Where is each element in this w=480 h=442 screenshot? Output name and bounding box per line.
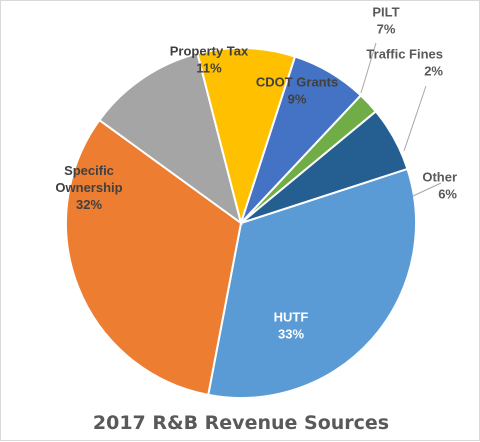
slice-label-traffic-fines: Traffic Fines 2% bbox=[366, 47, 443, 79]
leader-lines bbox=[360, 42, 442, 197]
slice-labels: HUTF 33% Specific Ownership 32% Property Tax 1… bbox=[55, 5, 457, 342]
slice-label-specific-ownership: Specific Ownership 32% bbox=[55, 163, 122, 212]
slice-label-other: Other 6% bbox=[422, 170, 457, 202]
chart-title: 2017 R&B Revenue Sources bbox=[93, 412, 389, 434]
slice-label-pilt: PILT 7% bbox=[372, 5, 399, 37]
slice-label-property-tax: Property Tax 11% bbox=[170, 44, 249, 76]
pie-slice-cdot-grants bbox=[196, 47, 297, 227]
slice-label-hutf: HUTF 33% bbox=[274, 310, 309, 342]
pie-slices bbox=[65, 47, 417, 399]
pie-slice-property-tax bbox=[98, 52, 243, 226]
pie-slice-hutf bbox=[207, 167, 417, 399]
leader-line bbox=[360, 42, 377, 94]
slice-label-cdot-grants: CDOT Grants 9% bbox=[256, 75, 338, 107]
pie-slice-specific-ownership bbox=[65, 118, 243, 397]
pie-slice-other bbox=[240, 110, 409, 224]
leader-line bbox=[412, 182, 442, 197]
leader-line bbox=[403, 85, 427, 152]
